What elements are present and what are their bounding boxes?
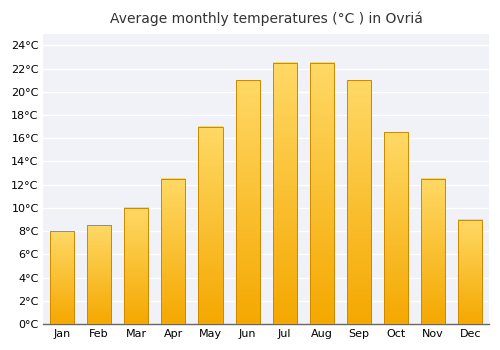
Bar (162, 179, 186, 324)
Bar (124, 208, 148, 324)
Bar (310, 63, 334, 324)
Bar (421, 179, 446, 324)
Bar (50, 231, 74, 324)
Bar (236, 80, 260, 324)
Bar (198, 127, 222, 324)
Title: Average monthly temperatures (°C ) in Ovriá: Average monthly temperatures (°C ) in Ov… (110, 11, 422, 26)
Bar (347, 80, 371, 324)
Bar (384, 132, 408, 324)
Bar (458, 219, 482, 324)
Bar (272, 63, 297, 324)
Bar (87, 225, 111, 324)
